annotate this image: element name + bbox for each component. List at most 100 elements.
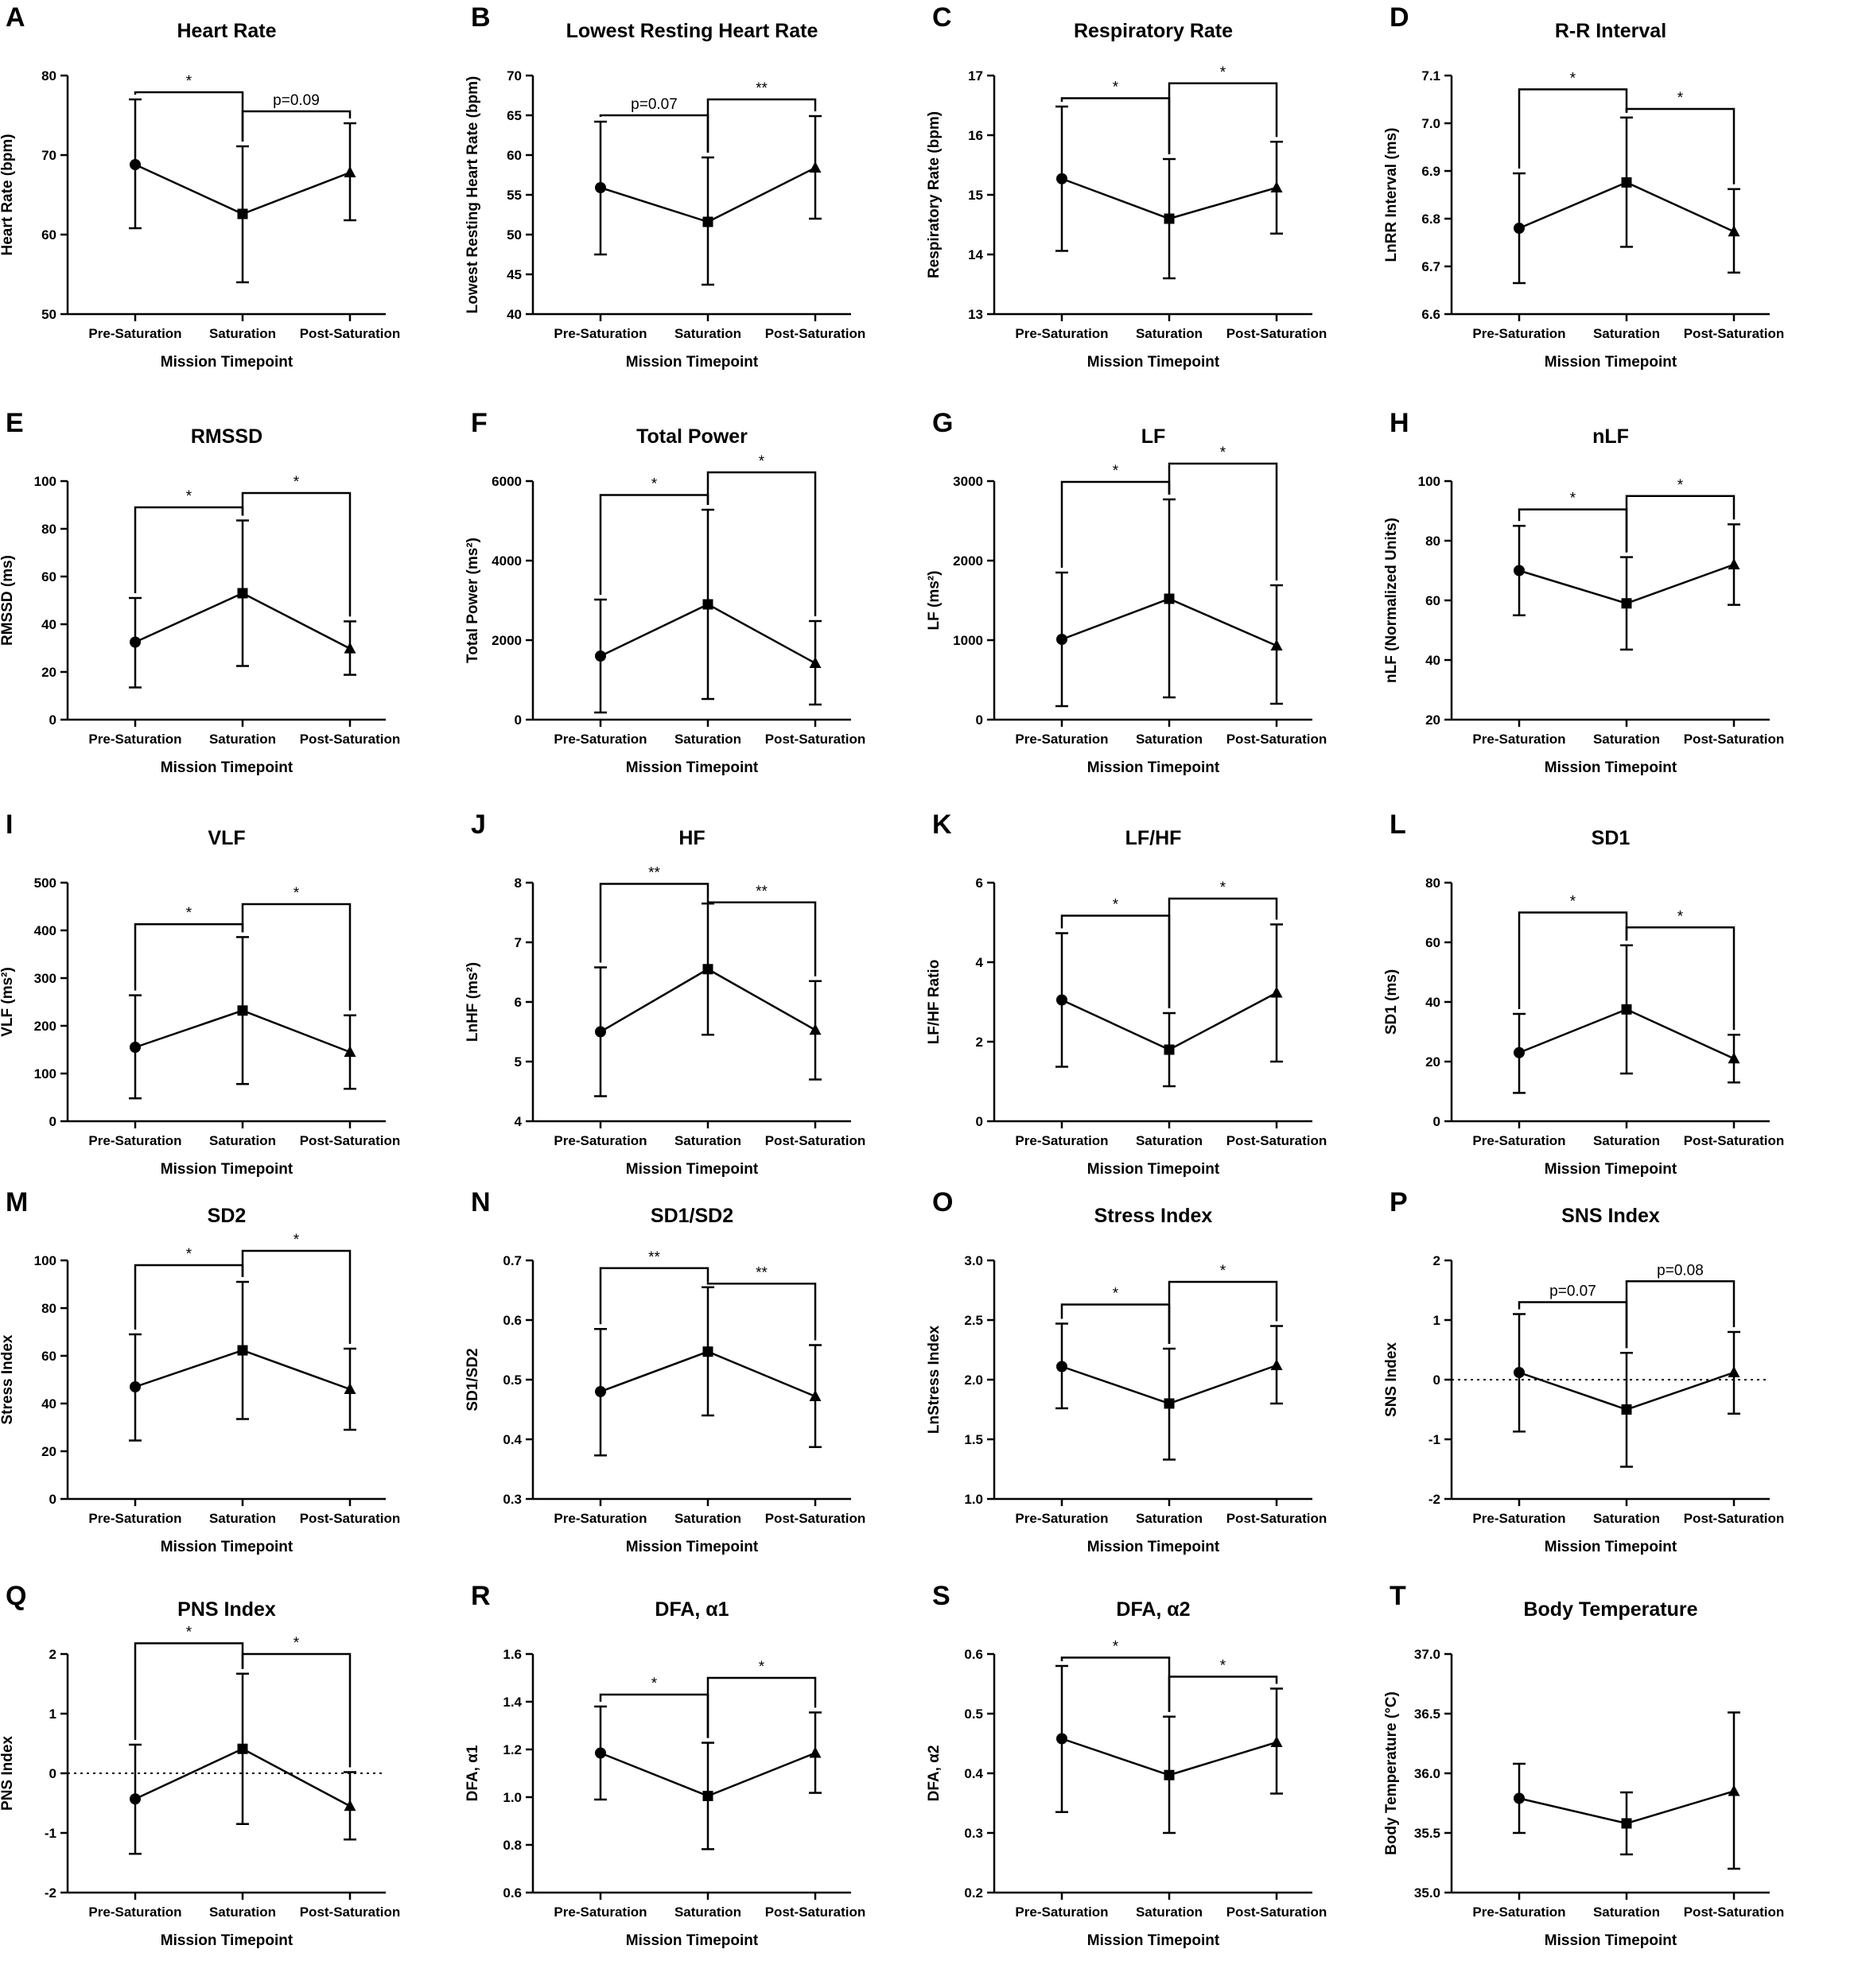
x-tick-label: Post-Saturation bbox=[1226, 1511, 1327, 1526]
data-point-square bbox=[237, 588, 248, 599]
x-tick-label: Pre-Saturation bbox=[554, 1511, 647, 1526]
significance-bracket bbox=[134, 506, 244, 593]
y-tick-label: 70 bbox=[41, 148, 56, 163]
x-tick-label: Saturation bbox=[1593, 1133, 1660, 1148]
x-tick-label: Post-Saturation bbox=[1684, 326, 1785, 341]
significance-label: ** bbox=[756, 80, 768, 97]
y-tick-label: 0 bbox=[515, 712, 522, 728]
data-point-square bbox=[702, 1346, 713, 1357]
x-tick-label: Pre-Saturation bbox=[1015, 1133, 1108, 1148]
chart-panel-A: A Heart Rate 50 60 70 80 Pre-Saturation Saturat… bbox=[0, 2, 400, 371]
data-point-square bbox=[237, 208, 248, 219]
x-tick-label: Post-Saturation bbox=[1684, 1511, 1785, 1526]
y-tick-label: 1.0 bbox=[503, 1790, 522, 1805]
y-tick-label: 100 bbox=[34, 474, 56, 489]
y-tick-label: 1000 bbox=[953, 633, 983, 648]
x-tick-label: Pre-Saturation bbox=[88, 1511, 181, 1526]
significance-bracket bbox=[599, 114, 709, 153]
data-point-circle bbox=[130, 1042, 141, 1053]
x-tick-label: Post-Saturation bbox=[765, 1905, 866, 1920]
chart-title: R-R Interval bbox=[1555, 20, 1666, 42]
y-axis-label: RMSSD (ms) bbox=[0, 555, 16, 646]
y-tick-label: 3000 bbox=[953, 474, 983, 489]
significance-bracket bbox=[1625, 495, 1736, 553]
x-tick-label: Saturation bbox=[1593, 732, 1660, 747]
y-axis-label: LnRR Interval (ms) bbox=[1383, 128, 1400, 262]
data-point-triangle bbox=[1728, 558, 1740, 569]
significance-bracket bbox=[134, 922, 244, 991]
data-point-triangle bbox=[809, 1390, 822, 1401]
y-axis-label: VLF (ms²) bbox=[0, 967, 16, 1037]
x-tick-label: Post-Saturation bbox=[1226, 1133, 1327, 1148]
significance-label: ** bbox=[648, 865, 660, 882]
data-point-square bbox=[1621, 1818, 1632, 1829]
x-tick-label: Post-Saturation bbox=[765, 1133, 866, 1148]
y-tick-label: 0.5 bbox=[964, 1706, 983, 1722]
y-tick-label: 20 bbox=[1425, 1054, 1440, 1070]
y-tick-label: 0.4 bbox=[964, 1766, 983, 1781]
x-tick-label: Saturation bbox=[209, 326, 276, 341]
y-tick-label: 2 bbox=[1433, 1253, 1440, 1268]
data-point-square bbox=[237, 1743, 248, 1754]
data-point-triangle bbox=[1270, 181, 1283, 192]
significance-label: * bbox=[186, 73, 192, 90]
panel-letter: H bbox=[1390, 408, 1409, 438]
x-tick-label: Saturation bbox=[1593, 1905, 1660, 1920]
x-tick-label: Saturation bbox=[674, 732, 741, 747]
chart-panel-F: F Total Power 0 2000 4000 6000 Pre-Saturation S… bbox=[464, 408, 865, 776]
panel-letter: T bbox=[1390, 1581, 1406, 1611]
data-point-circle bbox=[1514, 1046, 1525, 1058]
y-tick-label: 0 bbox=[976, 1114, 983, 1129]
significance-label: * bbox=[186, 1246, 192, 1263]
x-tick-label: Saturation bbox=[209, 1905, 276, 1920]
y-tick-label: 1 bbox=[49, 1706, 56, 1722]
data-point-circle bbox=[1514, 223, 1525, 234]
x-tick-label: Pre-Saturation bbox=[554, 732, 647, 747]
significance-label: * bbox=[293, 1232, 300, 1248]
significance-bracket bbox=[1625, 926, 1736, 1031]
y-tick-label: 20 bbox=[41, 1444, 56, 1459]
y-axis-label: Body Temperature (°C) bbox=[1383, 1691, 1400, 1855]
chart-title: Body Temperature bbox=[1523, 1598, 1697, 1621]
x-tick-label: Pre-Saturation bbox=[554, 1905, 647, 1920]
y-tick-label: 3.0 bbox=[964, 1253, 983, 1268]
significance-label: * bbox=[293, 1635, 300, 1652]
significance-bracket bbox=[241, 1652, 352, 1768]
panel-letter: F bbox=[471, 408, 488, 438]
data-point-triangle bbox=[1270, 1736, 1283, 1747]
y-tick-label: 13 bbox=[968, 307, 983, 322]
chart-title: SD1/SD2 bbox=[651, 1205, 733, 1227]
y-axis-label: LF/HF Ratio bbox=[926, 960, 943, 1045]
data-point-circle bbox=[1514, 1367, 1525, 1378]
chart-panel-G: G LF 0 1000 2000 3000 Pre-Saturation Saturation… bbox=[926, 408, 1327, 776]
y-tick-label: 0.6 bbox=[503, 1313, 522, 1328]
data-point-triangle bbox=[809, 657, 822, 668]
x-axis-label: Mission Timepoint bbox=[1087, 1161, 1220, 1178]
y-tick-label: 4 bbox=[515, 1114, 523, 1129]
y-tick-label: 40 bbox=[507, 307, 522, 322]
y-tick-label: 80 bbox=[1425, 534, 1440, 549]
panel-letter: I bbox=[6, 810, 13, 840]
y-tick-label: 40 bbox=[41, 617, 56, 632]
y-tick-label: 36.5 bbox=[1414, 1706, 1440, 1722]
chart-panel-I: I VLF 0 100 200 300 400 500 Pre-Saturation Satura… bbox=[0, 810, 400, 1178]
y-tick-label: 1.6 bbox=[503, 1647, 522, 1662]
panel-letter: A bbox=[6, 2, 25, 33]
significance-bracket bbox=[1518, 508, 1628, 553]
significance-label: * bbox=[1570, 894, 1576, 911]
x-axis-label: Mission Timepoint bbox=[161, 354, 293, 371]
y-tick-label: 100 bbox=[34, 1066, 56, 1081]
y-axis-label: PNS Index bbox=[0, 1736, 16, 1811]
x-tick-label: Pre-Saturation bbox=[1015, 732, 1108, 747]
y-tick-label: 40 bbox=[1425, 995, 1440, 1010]
y-tick-label: 6.6 bbox=[1421, 307, 1440, 322]
panel-letter: S bbox=[932, 1581, 950, 1611]
data-point-triangle bbox=[344, 642, 356, 654]
significance-label: * bbox=[293, 474, 300, 491]
data-point-circle bbox=[1056, 634, 1067, 645]
x-tick-label: Pre-Saturation bbox=[554, 1133, 647, 1148]
significance-bracket bbox=[241, 110, 352, 142]
data-point-circle bbox=[595, 1747, 606, 1759]
data-point-circle bbox=[130, 636, 141, 648]
panel-letter: D bbox=[1390, 2, 1409, 33]
